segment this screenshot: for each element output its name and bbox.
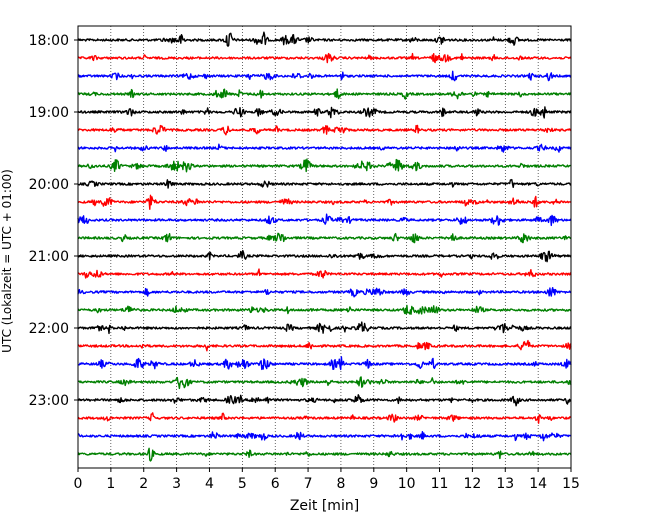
seismogram-trace <box>77 70 572 82</box>
y-tick-label: 20:00 <box>29 177 69 193</box>
seismogram-trace <box>77 268 572 279</box>
plot-frame <box>77 25 572 469</box>
x-tick-label: 15 <box>562 476 580 492</box>
seismogram-trace <box>77 376 572 390</box>
y-tick-label: 18:00 <box>29 33 69 49</box>
y-axis-ticks: 18:00 19:00 20:00 21:00 22:00 23:00 <box>29 33 78 409</box>
seismogram-trace <box>77 178 572 189</box>
x-tick-label: 5 <box>238 476 247 492</box>
seismogram-trace <box>77 31 572 47</box>
x-tick-label: 12 <box>463 476 481 492</box>
x-tick-label: 7 <box>304 476 313 492</box>
seismogram-trace <box>77 412 572 424</box>
seismogram-trace <box>77 194 572 210</box>
x-tick-label: 8 <box>336 476 345 492</box>
x-tick-label: 11 <box>431 476 449 492</box>
seismogram-trace <box>77 394 572 407</box>
x-tick-label: 9 <box>369 476 378 492</box>
x-tick-label: 1 <box>106 476 115 492</box>
seismogram-trace <box>77 88 572 100</box>
seismogram-trace <box>77 106 572 119</box>
x-tick-label: 6 <box>271 476 280 492</box>
y-tick-label: 21:00 <box>29 249 69 265</box>
seismogram-trace <box>77 339 572 352</box>
x-axis-label: Zeit [min] <box>290 498 359 514</box>
seismogram-trace <box>77 213 572 227</box>
seismogram-trace <box>77 232 572 244</box>
seismogram-trace <box>77 304 572 315</box>
y-tick-label: 19:00 <box>29 105 69 121</box>
x-tick-label: 3 <box>172 476 181 492</box>
x-tick-label: 0 <box>74 476 83 492</box>
y-tick-label: 23:00 <box>29 393 69 409</box>
x-tick-label: 13 <box>496 476 514 492</box>
seismogram-trace <box>77 158 572 173</box>
seismogram-trace <box>77 124 572 136</box>
y-axis-label: UTC (Lokalzeit = UTC + 01:00) <box>0 169 14 353</box>
seismogram-trace <box>77 356 572 371</box>
seismogram-trace <box>77 52 572 64</box>
seismogram-trace <box>77 447 572 462</box>
seismogram-trace <box>77 286 572 298</box>
y-tick-label: 22:00 <box>29 321 69 337</box>
seismogram-trace <box>77 321 572 335</box>
seismogram-trace <box>77 431 572 442</box>
seismogram-trace <box>77 143 572 153</box>
seismogram-trace <box>77 249 572 263</box>
x-axis-ticks: 0 1 2 3 4 5 6 7 8 9 10 11 12 13 14 15 <box>74 468 580 492</box>
x-tick-label: 10 <box>398 476 416 492</box>
x-tick-label: 4 <box>205 476 214 492</box>
traces <box>77 31 572 462</box>
x-tick-label: 2 <box>139 476 148 492</box>
x-tick-label: 14 <box>529 476 547 492</box>
